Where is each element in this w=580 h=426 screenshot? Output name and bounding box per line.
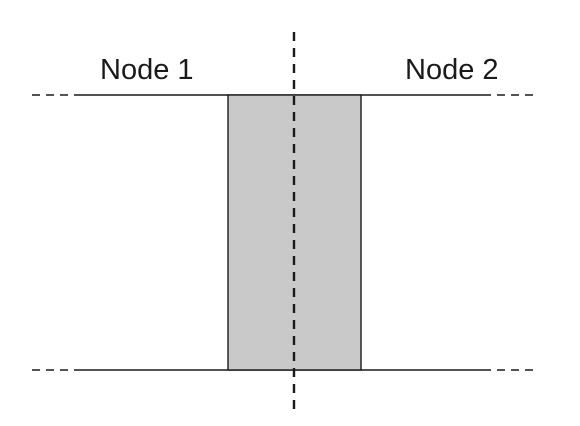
node-1-label: Node 1 <box>100 54 194 86</box>
node-2-label: Node 2 <box>405 54 499 86</box>
